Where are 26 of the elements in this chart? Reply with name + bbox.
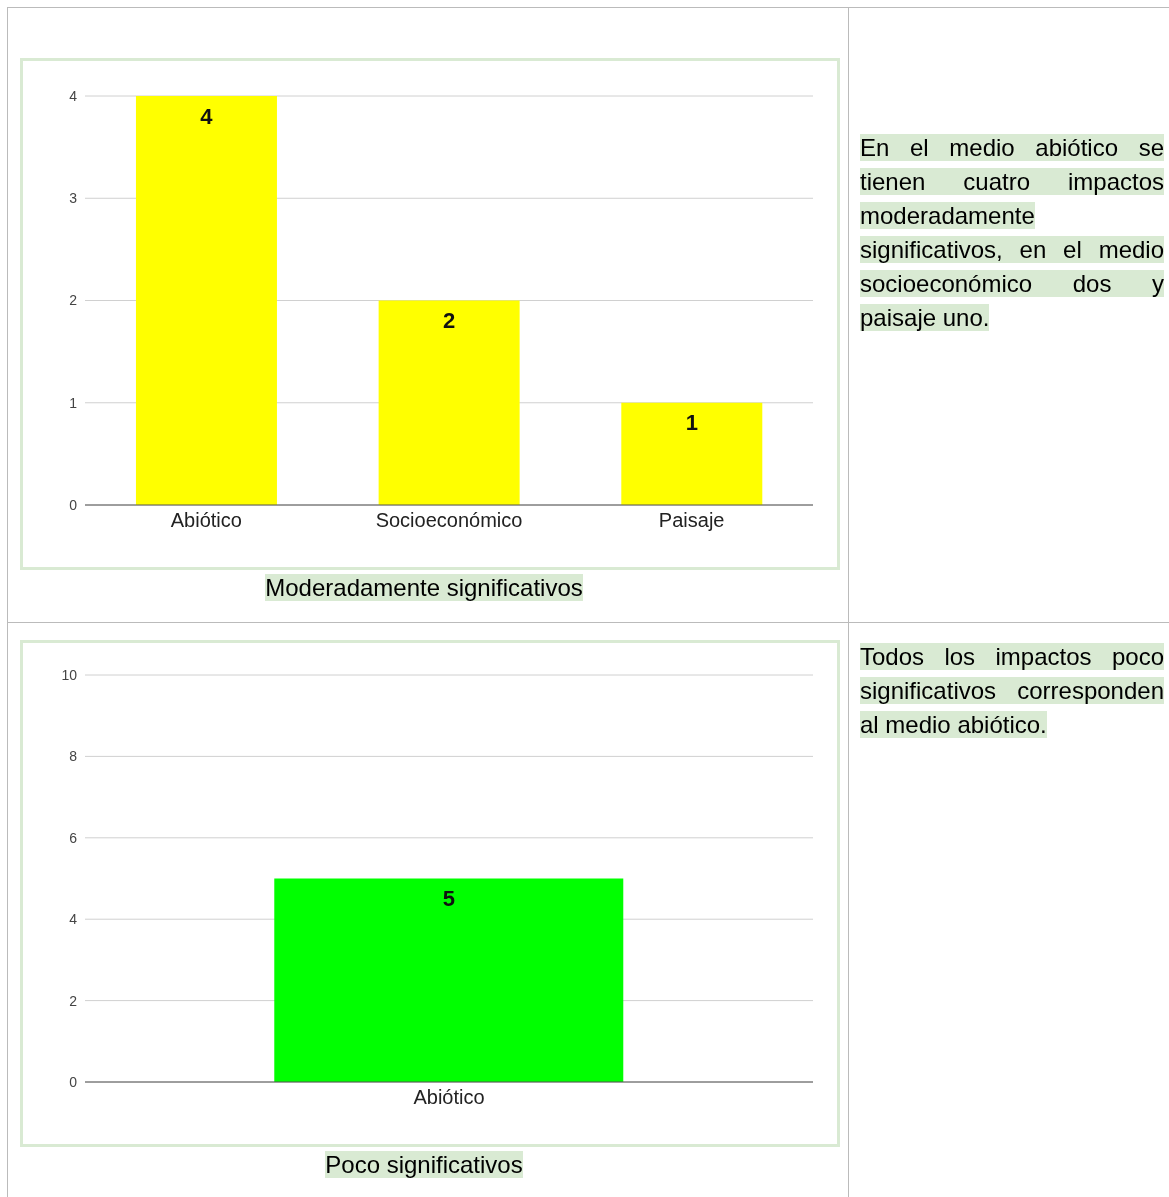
x-tick-label: Abiótico: [170, 509, 242, 532]
x-tick-label: Socioeconómico: [375, 509, 523, 532]
y-tick-label: 10: [61, 666, 78, 683]
y-tick-label: 0: [69, 1073, 78, 1090]
data-label: 2: [443, 308, 456, 334]
y-tick-label: 8: [69, 748, 78, 765]
y-tick-label: 1: [69, 394, 78, 411]
text: Todos los impactos poco significativos corresponden al medio abiótico.: [860, 643, 1164, 738]
text: Moderadamente significativos: [265, 574, 583, 601]
x-tick-label: Paisaje: [658, 509, 725, 532]
y-tick-label: 4: [69, 911, 78, 928]
y-tick-label: 2: [69, 992, 78, 1009]
bar: [378, 300, 520, 505]
text: En el medio abiótico se tienen cuatro impactos moderadamente significativos, en el medio socioeconómico dos y paisaje uno.: [860, 134, 1164, 331]
y-tick-label: 6: [69, 829, 78, 846]
data-label: 1: [685, 410, 698, 436]
bar: [135, 96, 277, 505]
y-tick-label: 3: [69, 190, 78, 207]
text: Poco significativos: [325, 1151, 523, 1178]
y-tick-label: 4: [69, 87, 78, 104]
data-label: 4: [200, 103, 214, 129]
y-tick-label: 2: [69, 292, 78, 309]
bar: [621, 402, 763, 505]
data-label: 5: [442, 886, 455, 912]
x-tick-label: Abiótico: [413, 1086, 485, 1109]
y-tick-label: 0: [69, 496, 78, 513]
